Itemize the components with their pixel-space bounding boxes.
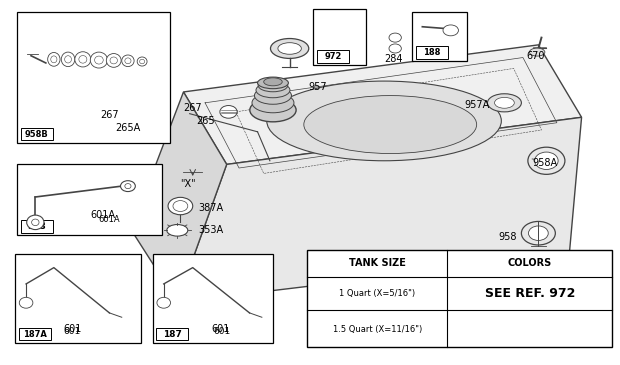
Ellipse shape [443,25,458,36]
Ellipse shape [19,297,33,308]
Text: 670: 670 [526,51,544,61]
Text: 957: 957 [309,81,327,92]
Ellipse shape [125,184,131,189]
Text: 958A: 958A [532,158,557,168]
Text: TANK SIZE: TANK SIZE [348,258,405,268]
Polygon shape [177,117,582,302]
Text: 265: 265 [196,116,215,126]
Ellipse shape [264,78,282,86]
Bar [15,254,141,343]
Ellipse shape [120,181,135,192]
Ellipse shape [250,98,296,122]
Ellipse shape [220,105,237,118]
Text: 958B: 958B [25,130,48,139]
Text: 187A: 187A [23,330,46,339]
Text: 267: 267 [184,103,202,113]
Ellipse shape [389,33,401,42]
Text: 972: 972 [324,52,342,61]
Text: SEE REF. 972: SEE REF. 972 [485,287,575,300]
Ellipse shape [125,58,131,64]
Text: 957A: 957A [464,100,489,110]
Ellipse shape [137,57,147,66]
Ellipse shape [270,39,309,58]
Ellipse shape [32,219,39,226]
Ellipse shape [79,55,87,63]
Ellipse shape [256,82,290,98]
Ellipse shape [267,81,502,161]
Text: 601: 601 [64,327,81,336]
Bar [415,46,448,59]
Bar [313,9,366,65]
Ellipse shape [487,94,521,112]
Ellipse shape [304,96,477,154]
Ellipse shape [389,44,401,53]
Ellipse shape [257,77,288,89]
Ellipse shape [27,215,44,230]
Bar [412,12,467,61]
Ellipse shape [61,52,75,66]
Text: 1 Quart (X=5/16"): 1 Quart (X=5/16") [339,288,415,297]
Text: COLORS: COLORS [508,258,552,268]
Ellipse shape [254,87,291,104]
Text: 353A: 353A [198,224,224,235]
Ellipse shape [154,124,167,134]
Text: 267: 267 [100,111,118,120]
Ellipse shape [157,297,171,308]
Ellipse shape [529,48,545,56]
Text: 387A: 387A [198,203,224,213]
Text: 601: 601 [214,327,231,336]
Text: 187: 187 [163,330,182,339]
Ellipse shape [48,53,60,66]
Ellipse shape [521,222,556,245]
Text: 284: 284 [384,54,402,64]
Ellipse shape [95,56,104,64]
Polygon shape [131,92,227,302]
Ellipse shape [64,56,71,63]
Ellipse shape [167,224,188,236]
Ellipse shape [168,197,193,215]
Text: eReplacementParts.com: eReplacementParts.com [252,187,405,200]
Text: 1.5 Quart (X=11/16"): 1.5 Quart (X=11/16") [332,325,422,334]
Ellipse shape [534,152,558,169]
Ellipse shape [134,117,143,123]
Bar [153,254,273,343]
Text: 528: 528 [27,222,46,231]
Bar [19,328,51,341]
Text: "X": "X" [180,179,195,189]
Bar [317,50,349,63]
Ellipse shape [110,57,117,64]
Text: 601A: 601A [99,215,120,224]
Ellipse shape [173,201,188,211]
Ellipse shape [252,93,294,113]
Ellipse shape [278,43,301,54]
Polygon shape [184,45,582,164]
Ellipse shape [129,113,148,127]
Text: 265A: 265A [115,123,141,133]
Ellipse shape [122,55,134,66]
Bar [307,250,613,347]
Bar [156,328,188,341]
Ellipse shape [75,52,91,67]
Text: 601A: 601A [91,210,116,220]
Ellipse shape [106,54,121,67]
Bar [20,128,53,141]
Text: 188: 188 [423,48,440,57]
Ellipse shape [91,52,107,68]
Text: 958: 958 [498,232,516,242]
Ellipse shape [495,97,515,108]
Text: 601: 601 [211,324,229,334]
Text: 601: 601 [63,324,82,334]
Ellipse shape [528,226,548,241]
Ellipse shape [258,79,288,92]
Bar [20,220,53,233]
Bar [17,164,162,235]
Ellipse shape [51,56,57,63]
Bar [17,12,170,143]
Ellipse shape [528,147,565,174]
Ellipse shape [140,59,144,64]
